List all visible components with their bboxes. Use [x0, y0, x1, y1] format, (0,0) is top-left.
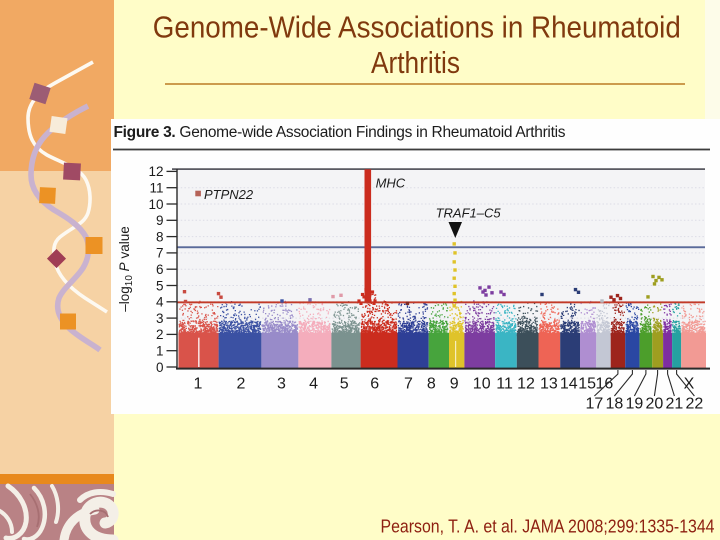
svg-text:5: 5 — [340, 376, 349, 393]
svg-text:17: 17 — [586, 396, 604, 413]
svg-text:4: 4 — [309, 376, 318, 393]
svg-text:2: 2 — [156, 327, 164, 342]
svg-text:1: 1 — [156, 344, 164, 359]
svg-text:10: 10 — [148, 197, 163, 212]
svg-text:21: 21 — [666, 396, 684, 413]
svg-text:6: 6 — [370, 376, 379, 393]
svg-text:4: 4 — [156, 295, 164, 310]
svg-text:–log10 P value: –log10 P value — [117, 226, 135, 311]
svg-text:11: 11 — [496, 376, 513, 393]
svg-text:18: 18 — [606, 396, 624, 413]
svg-text:Genome-Wide Associations in Rh: Genome-Wide Associations in Rheumatoid — [153, 11, 681, 45]
svg-text:8: 8 — [156, 229, 164, 244]
svg-text:5: 5 — [156, 278, 164, 293]
svg-text:Figure 3. Genome-wide Associat: Figure 3. Genome-wide Association Findin… — [114, 124, 566, 141]
svg-text:2: 2 — [237, 376, 246, 393]
svg-text:0: 0 — [156, 360, 164, 375]
svg-text:1: 1 — [194, 376, 203, 393]
svg-text:3: 3 — [156, 311, 164, 326]
svg-text:10: 10 — [473, 376, 491, 393]
svg-text:14: 14 — [560, 376, 578, 393]
svg-text:19: 19 — [626, 396, 644, 413]
svg-text:13: 13 — [540, 376, 558, 393]
svg-text:TRAF1–C5: TRAF1–C5 — [436, 205, 502, 220]
svg-text:X: X — [684, 376, 695, 393]
svg-text:9: 9 — [156, 213, 164, 228]
svg-text:15: 15 — [578, 376, 596, 393]
svg-text:11: 11 — [149, 181, 163, 196]
svg-text:6: 6 — [156, 262, 164, 277]
svg-text:Arthritis: Arthritis — [371, 46, 460, 80]
svg-text:16: 16 — [596, 376, 614, 393]
svg-text:3: 3 — [277, 376, 286, 393]
svg-text:8: 8 — [427, 376, 436, 393]
svg-text:Pearson, T. A. et al. JAMA 200: Pearson, T. A. et al. JAMA 2008;299:1335… — [381, 517, 715, 537]
svg-text:22: 22 — [686, 396, 704, 413]
svg-text:MHC: MHC — [376, 175, 406, 190]
svg-text:9: 9 — [450, 376, 459, 393]
svg-text:12: 12 — [148, 164, 163, 179]
svg-text:7: 7 — [156, 246, 164, 261]
svg-text:20: 20 — [646, 396, 664, 413]
svg-text:PTPN22: PTPN22 — [204, 187, 254, 202]
svg-text:12: 12 — [517, 376, 535, 393]
svg-text:7: 7 — [404, 376, 413, 393]
